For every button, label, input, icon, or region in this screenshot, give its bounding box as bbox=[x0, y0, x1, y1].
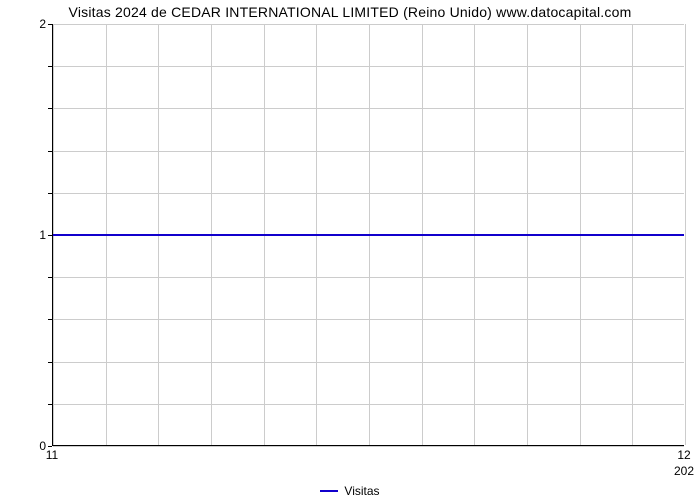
series-line-visitas bbox=[53, 234, 684, 236]
grid-line-horizontal bbox=[53, 66, 684, 67]
grid-line-horizontal bbox=[53, 193, 684, 194]
grid-line-horizontal bbox=[53, 277, 684, 278]
grid-line-horizontal bbox=[53, 404, 684, 405]
chart-title: Visitas 2024 de CEDAR INTERNATIONAL LIMI… bbox=[0, 4, 700, 20]
grid-line-horizontal bbox=[53, 151, 684, 152]
x-axis-tick-label: 12 bbox=[677, 448, 690, 462]
y-axis-tick-mark bbox=[48, 24, 52, 25]
y-axis-tick-mark bbox=[48, 277, 52, 278]
y-axis-tick-mark bbox=[48, 404, 52, 405]
legend-swatch-icon bbox=[320, 490, 338, 492]
legend-label: Visitas bbox=[344, 484, 379, 498]
y-axis-tick-mark bbox=[48, 235, 52, 236]
grid-line-horizontal bbox=[53, 108, 684, 109]
grid-line-horizontal bbox=[53, 24, 684, 25]
grid-line-horizontal bbox=[53, 446, 684, 447]
y-axis-tick-mark bbox=[48, 108, 52, 109]
y-axis-tick-mark bbox=[48, 446, 52, 447]
y-axis-tick-label: 1 bbox=[39, 228, 46, 242]
chart-plot-area bbox=[52, 24, 684, 446]
grid-line-horizontal bbox=[53, 362, 684, 363]
grid-line-horizontal bbox=[53, 319, 684, 320]
x-axis-tick-label: 11 bbox=[46, 448, 58, 462]
y-axis-tick-mark bbox=[48, 151, 52, 152]
x-axis-secondary-label: 202 bbox=[674, 464, 694, 478]
y-axis-tick-label: 2 bbox=[39, 17, 46, 31]
y-axis-tick-mark bbox=[48, 66, 52, 67]
chart-legend: Visitas bbox=[0, 484, 700, 498]
y-axis-tick-mark bbox=[48, 193, 52, 194]
y-axis-tick-mark bbox=[48, 319, 52, 320]
grid-line-vertical bbox=[685, 24, 686, 445]
y-axis-tick-mark bbox=[48, 362, 52, 363]
